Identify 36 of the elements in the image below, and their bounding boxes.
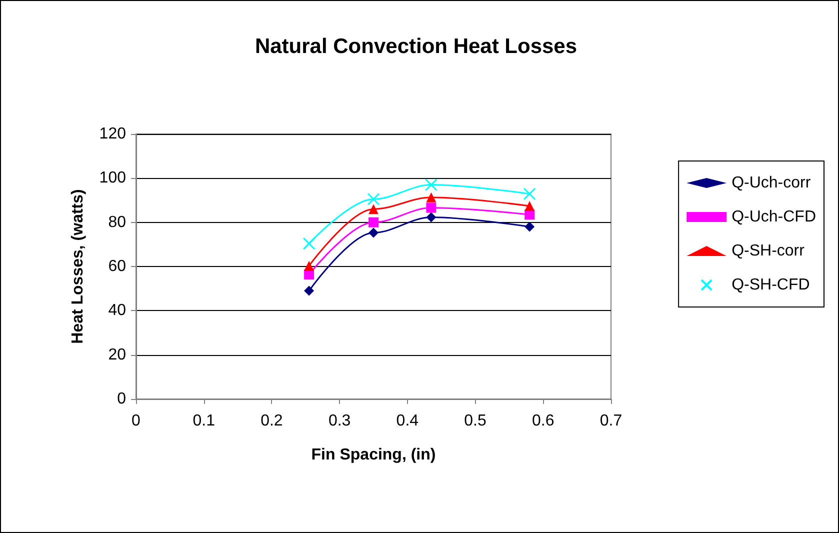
point xyxy=(426,192,436,202)
x-tick-label: 0.2 xyxy=(260,412,283,430)
point xyxy=(368,228,378,238)
point xyxy=(524,200,535,211)
y-axis-title: Heat Losses, (watts) xyxy=(70,189,86,344)
y-tick-label: 100 xyxy=(99,170,126,187)
point xyxy=(304,286,314,296)
point xyxy=(426,202,436,213)
legend-label: Q-SH-corr xyxy=(732,242,806,260)
y-tick-label: 80 xyxy=(108,214,126,231)
y-tick-label: 120 xyxy=(99,126,126,142)
legend-label: Q-SH-CFD xyxy=(732,276,810,294)
x-tick-label: 0.6 xyxy=(532,412,554,430)
x-tick-label: 0.3 xyxy=(328,412,351,430)
y-tick-label: 0 xyxy=(117,390,126,408)
x-tick-label: 0.5 xyxy=(464,412,487,430)
point xyxy=(302,237,316,250)
x-tick-label: 0.4 xyxy=(396,412,419,430)
x-tick-label: 0 xyxy=(132,412,141,430)
y-tick-label: 40 xyxy=(108,302,126,320)
x-axis-title: Fin Spacing, (in) xyxy=(311,446,436,464)
point xyxy=(523,188,536,200)
point xyxy=(367,192,380,206)
point xyxy=(424,178,438,192)
x-tick-label: 0.1 xyxy=(192,412,216,430)
point xyxy=(368,204,378,214)
point xyxy=(304,260,314,271)
point xyxy=(524,222,535,232)
point xyxy=(426,212,436,222)
x-tick-label: 0.7 xyxy=(600,412,622,430)
point xyxy=(368,217,378,228)
y-tick-label: 20 xyxy=(108,346,126,364)
y-tick-label: 60 xyxy=(108,258,126,275)
legend-label: Q-Uch-corr xyxy=(732,174,812,192)
legend-label: Q-Uch-CFD xyxy=(732,208,816,226)
chart-title: Natural Convection Heat Losses xyxy=(254,35,578,58)
